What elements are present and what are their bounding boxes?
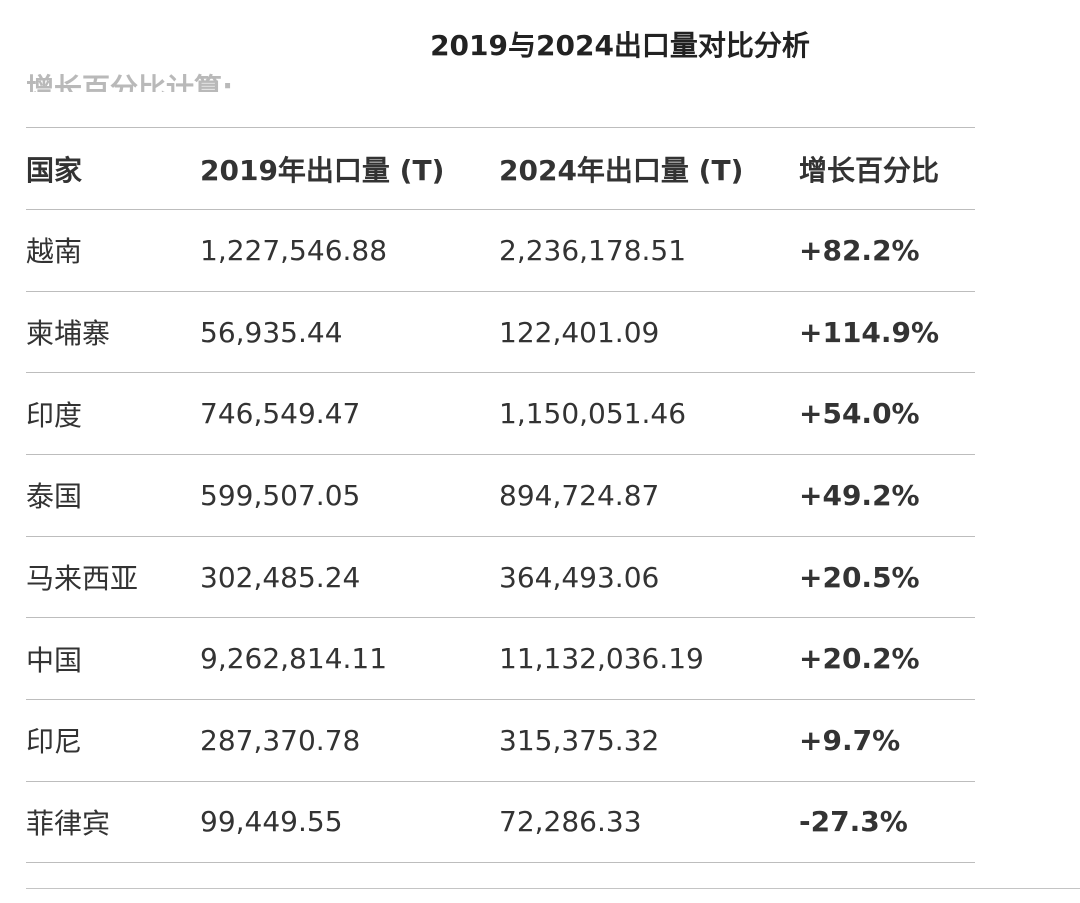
export-2019-cell: 9,262,814.11: [200, 642, 388, 676]
table-header-row: 国家 2019年出口量 (T) 2024年出口量 (T) 增长百分比: [26, 127, 975, 209]
table-row: 马来西亚 302,485.24 364,493.06 +20.5%: [26, 535, 975, 618]
export-2019-cell: 287,370.78: [200, 723, 361, 757]
growth-cell: +49.2%: [799, 478, 920, 512]
growth-cell: +20.2%: [799, 642, 920, 676]
page-title: 2019与2024出口量对比分析: [430, 29, 810, 62]
growth-cell: +54.0%: [799, 397, 920, 431]
cutoff-caption: 增长百分比计算:: [26, 72, 234, 92]
export-2024-cell: 315,375.32: [499, 723, 660, 757]
country-cell: 马来西亚: [26, 562, 139, 596]
export-2019-cell: 56,935.44: [200, 315, 343, 349]
header-country: 国家: [26, 153, 83, 187]
country-cell: 印度: [26, 398, 83, 432]
table-row: 柬埔寨 56,935.44 122,401.09 +114.9%: [26, 290, 975, 373]
export-2019-cell: 99,449.55: [200, 805, 343, 839]
growth-cell: +9.7%: [799, 723, 901, 757]
table-row: 泰国 599,507.05 894,724.87 +49.2%: [26, 454, 975, 536]
export-2024-cell: 122,401.09: [499, 315, 660, 349]
export-2019-cell: 746,549.47: [200, 397, 361, 431]
country-cell: 柬埔寨: [26, 317, 111, 351]
export-2024-cell: 1,150,051.46: [499, 397, 687, 431]
header-2019-export: 2019年出口量 (T): [200, 153, 445, 187]
growth-cell: +20.5%: [799, 560, 920, 594]
header-2024-export: 2024年出口量 (T): [499, 153, 744, 187]
export-comparison-table: 国家 2019年出口量 (T) 2024年出口量 (T) 增长百分比 越南 1,…: [26, 127, 975, 863]
country-cell: 印尼: [26, 725, 83, 759]
export-2024-cell: 894,724.87: [499, 478, 660, 512]
table-row: 中国 9,262,814.11 11,132,036.19 +20.2%: [26, 617, 975, 699]
country-cell: 中国: [26, 643, 83, 677]
growth-cell: +82.2%: [799, 233, 920, 267]
country-cell: 泰国: [26, 480, 83, 514]
export-2024-cell: 364,493.06: [499, 560, 660, 594]
growth-cell: -27.3%: [799, 805, 908, 839]
section-divider: [26, 888, 1080, 889]
export-2019-cell: 1,227,546.88: [200, 233, 388, 267]
country-cell: 越南: [26, 235, 83, 269]
table-row: 印度 746,549.47 1,150,051.46 +54.0%: [26, 372, 975, 454]
table-row: 越南 1,227,546.88 2,236,178.51 +82.2%: [26, 209, 975, 291]
header-growth: 增长百分比: [799, 153, 940, 187]
export-2024-cell: 2,236,178.51: [499, 233, 687, 267]
export-2019-cell: 599,507.05: [200, 478, 361, 512]
country-cell: 菲律宾: [26, 806, 111, 840]
export-2019-cell: 302,485.24: [200, 560, 361, 594]
export-2024-cell: 72,286.33: [499, 805, 642, 839]
growth-cell: +114.9%: [799, 315, 940, 349]
export-2024-cell: 11,132,036.19: [499, 642, 704, 676]
table-row: 印尼 287,370.78 315,375.32 +9.7%: [26, 699, 975, 781]
table-row: 菲律宾 99,449.55 72,286.33 -27.3%: [26, 780, 975, 863]
